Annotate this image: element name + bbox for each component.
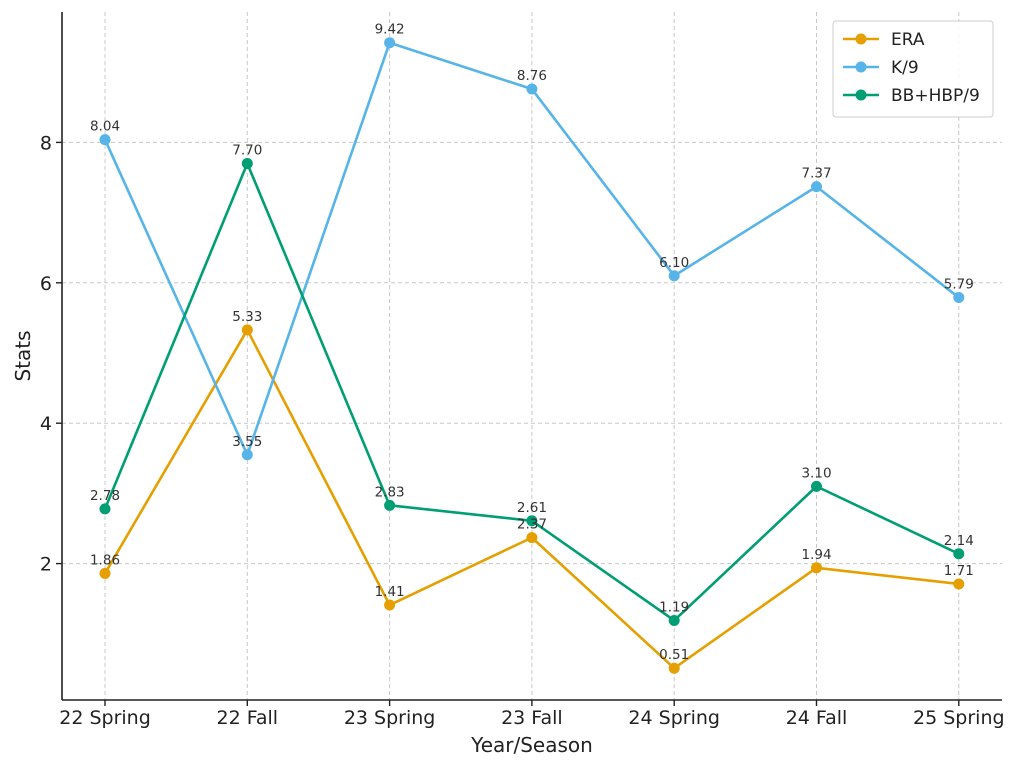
data-point xyxy=(99,134,111,146)
data-point xyxy=(668,270,680,282)
data-label: 1.41 xyxy=(375,584,405,600)
data-point xyxy=(99,567,111,579)
data-label: 8.76 xyxy=(517,68,547,84)
data-point xyxy=(811,181,822,193)
data-label: 2.37 xyxy=(517,517,547,533)
data-point xyxy=(384,599,396,611)
x-tick-label: 22 Spring xyxy=(59,707,151,729)
data-point xyxy=(526,83,538,95)
data-point xyxy=(668,662,680,674)
data-point xyxy=(384,37,396,49)
data-point xyxy=(953,292,965,304)
data-point xyxy=(953,578,965,590)
data-label: 7.37 xyxy=(801,166,831,182)
legend-marker xyxy=(855,33,867,45)
data-label: 5.79 xyxy=(944,277,974,293)
legend-label: BB+HBP/9 xyxy=(891,86,980,106)
data-label: 2.83 xyxy=(375,484,405,500)
data-point xyxy=(811,480,822,492)
series-lines xyxy=(99,37,965,674)
legend-label: K/9 xyxy=(891,58,919,78)
data-point xyxy=(241,157,253,169)
y-tick-label: 2 xyxy=(40,554,52,576)
ticks: 2 4 6 8 22 Spring 22 Fall 23 Spring 23 Fall 24 S… xyxy=(40,132,1005,729)
x-tick-label: 24 Fall xyxy=(786,707,848,729)
data-point xyxy=(526,532,538,544)
data-label: 1.94 xyxy=(801,547,831,563)
x-tick-label: 23 Spring xyxy=(344,707,436,729)
legend-marker xyxy=(855,61,867,73)
y-tick-label: 8 xyxy=(40,132,52,154)
legend-label: ERA xyxy=(891,30,925,50)
data-label: 5.33 xyxy=(232,309,262,325)
data-label: 1.86 xyxy=(90,552,120,568)
data-label: 3.55 xyxy=(232,434,262,450)
data-label: 1.19 xyxy=(659,599,689,615)
data-label: 9.42 xyxy=(375,22,405,38)
grid xyxy=(62,12,1002,700)
data-label: 6.10 xyxy=(659,255,689,271)
data-point xyxy=(241,324,253,336)
data-point xyxy=(811,562,822,574)
x-axis-title: Year/Season xyxy=(470,733,593,757)
data-label: 3.10 xyxy=(801,465,831,481)
data-label: 2.78 xyxy=(90,488,120,504)
data-point xyxy=(241,449,253,461)
x-tick-label: 23 Fall xyxy=(501,707,563,729)
data-point xyxy=(526,515,538,527)
legend-marker xyxy=(855,89,867,101)
legend: ERA K/9 BB+HBP/9 xyxy=(832,20,994,118)
data-point xyxy=(384,499,396,511)
data-label: 1.71 xyxy=(944,563,974,579)
data-label: 7.70 xyxy=(232,142,262,158)
data-point xyxy=(953,548,965,560)
data-label: 2.61 xyxy=(517,500,547,516)
x-tick-label: 24 Spring xyxy=(628,707,720,729)
legend-box xyxy=(832,20,994,118)
data-point xyxy=(99,503,111,515)
x-tick-label: 25 Spring xyxy=(913,707,1005,729)
y-tick-label: 4 xyxy=(40,413,52,435)
data-labels: 1.86 5.33 1.41 2.37 0.51 1.94 1.71 8.04 3.55 9.42… xyxy=(90,22,974,663)
data-label: 8.04 xyxy=(90,119,120,135)
x-tick-label: 22 Fall xyxy=(216,707,278,729)
data-label: 0.51 xyxy=(659,647,689,663)
y-tick-label: 6 xyxy=(40,273,52,295)
data-point xyxy=(668,614,680,626)
data-label: 2.14 xyxy=(944,533,974,549)
y-axis-title: Stats xyxy=(11,330,35,381)
